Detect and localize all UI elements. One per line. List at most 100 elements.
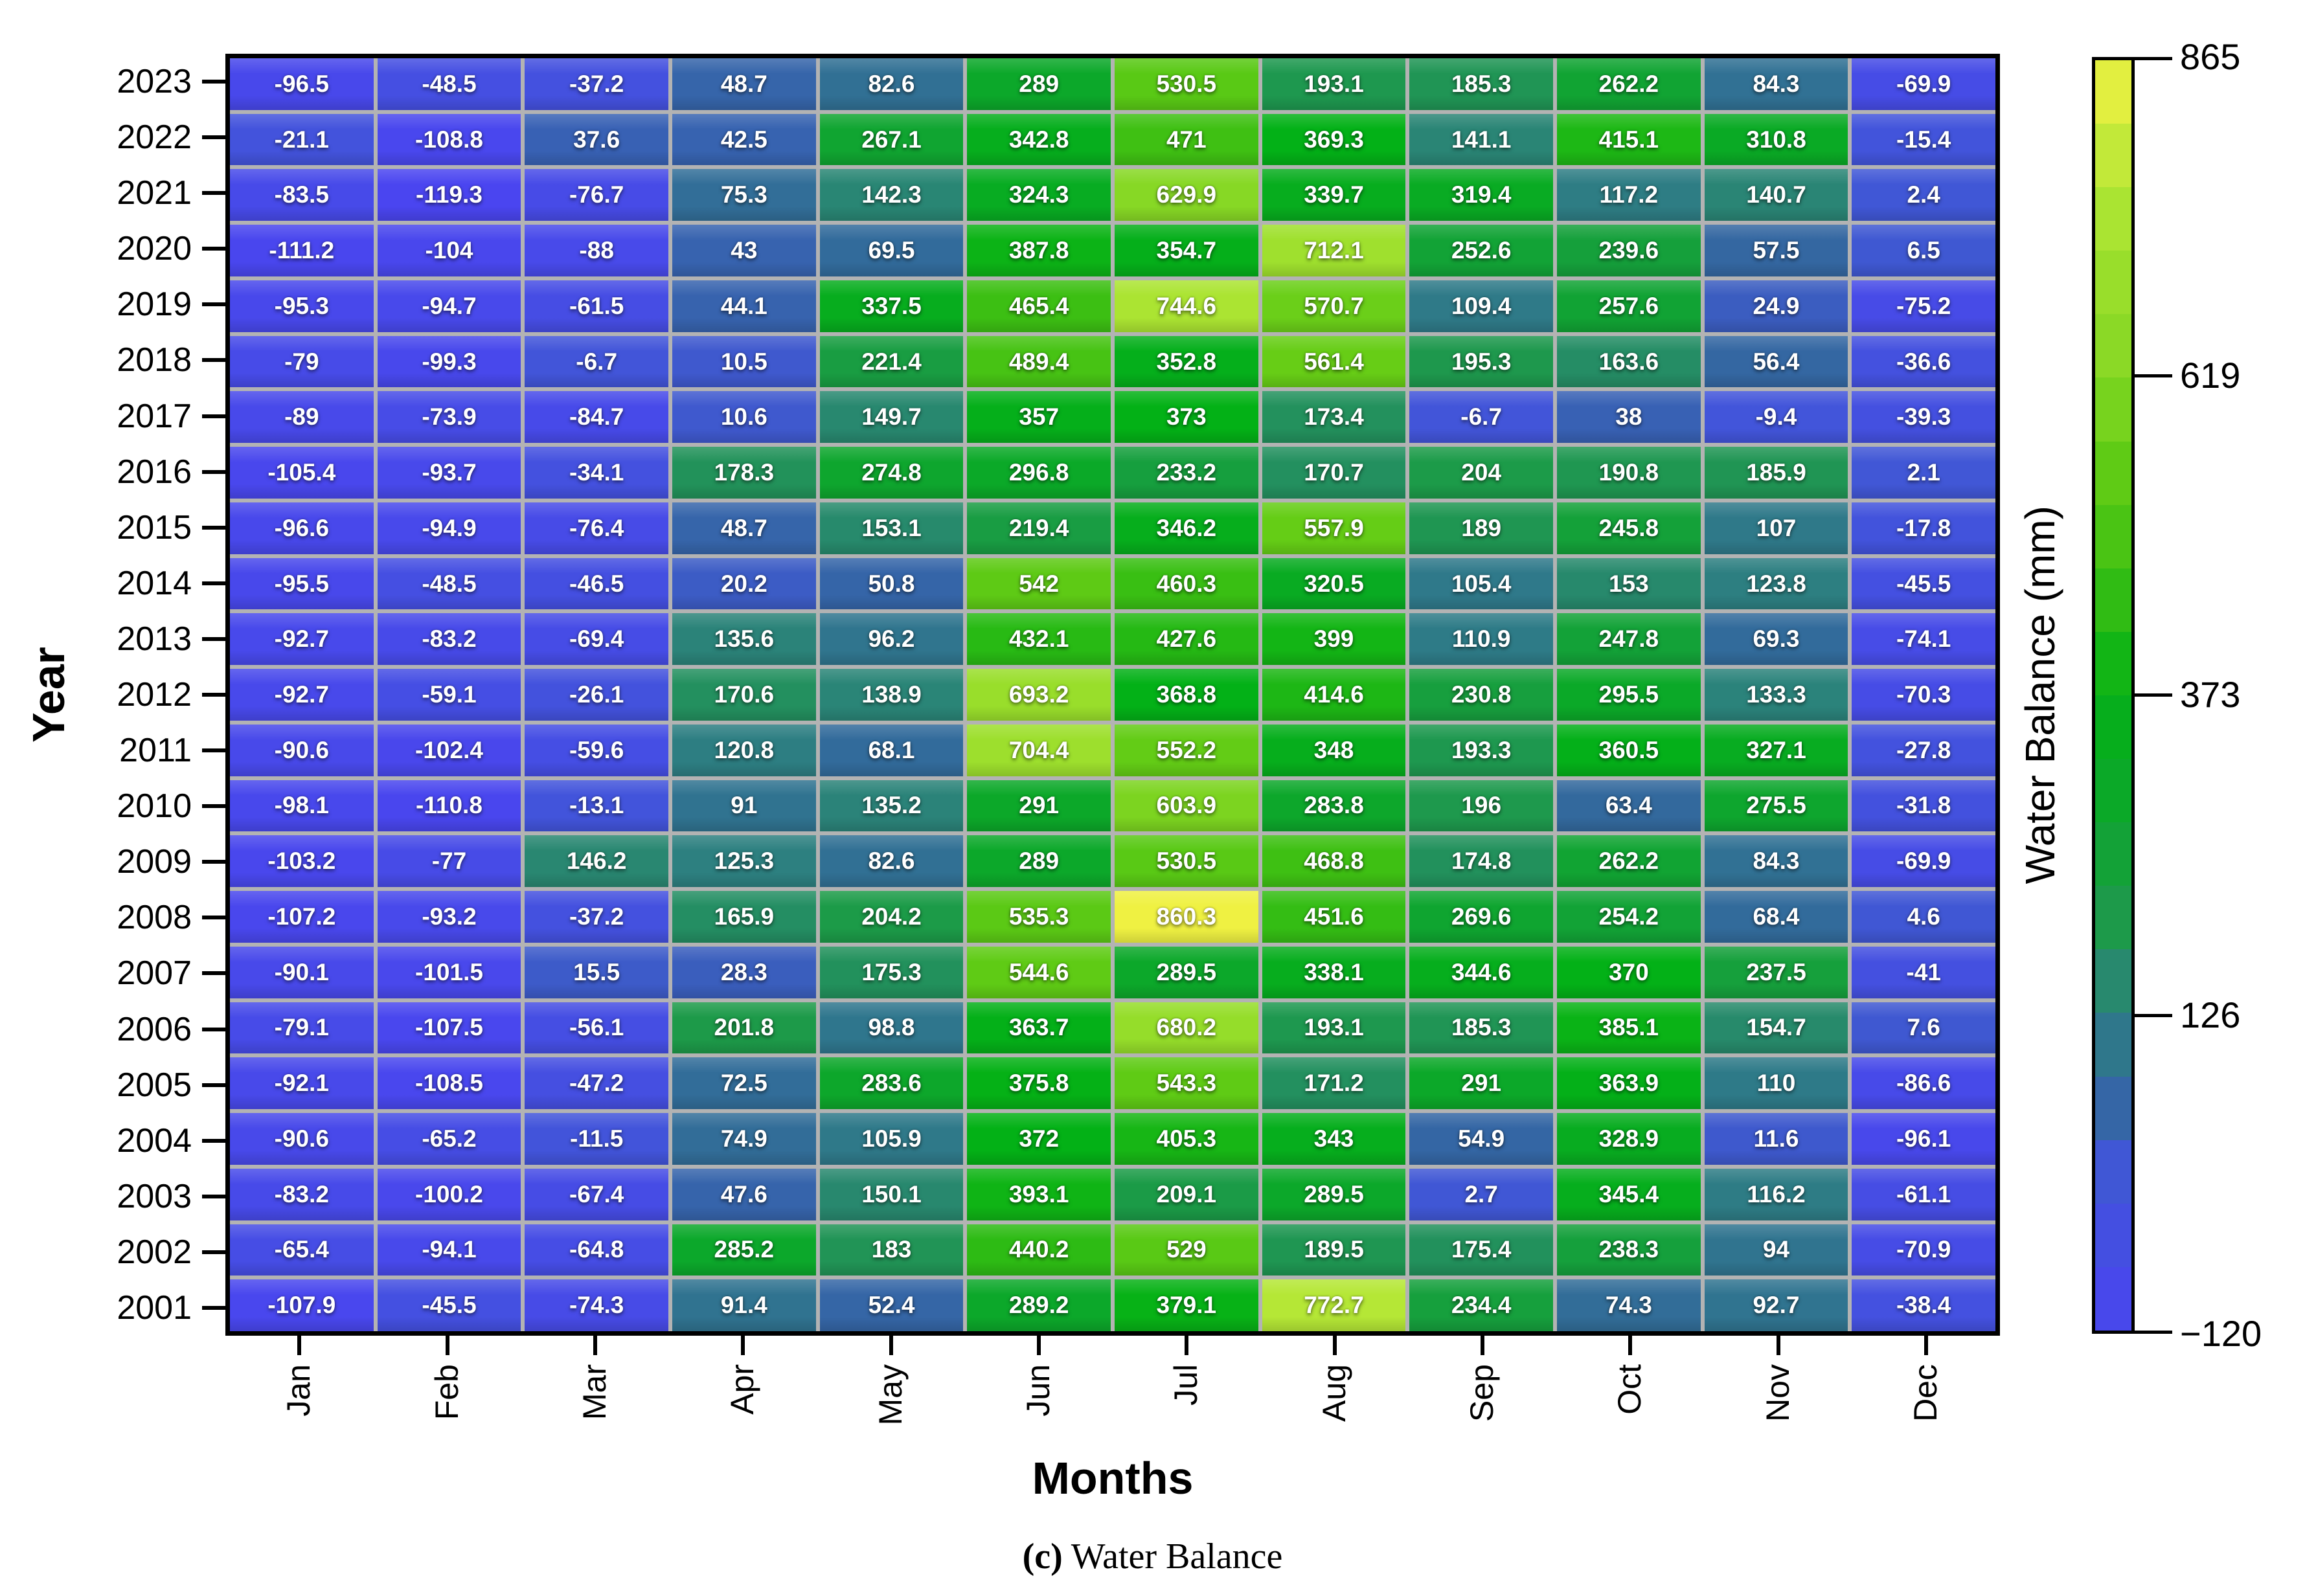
heatmap-cell: -70.9: [1852, 1224, 1995, 1276]
heatmap-cell: 221.4: [819, 335, 964, 388]
y-tick: [202, 916, 225, 920]
heatmap-cell-value: 339.7: [1304, 181, 1364, 208]
heatmap-cell: -38.4: [1852, 1279, 1995, 1331]
x-axis-title: Months: [1032, 1453, 1194, 1503]
heatmap-cell-value: 285.2: [714, 1236, 775, 1263]
y-tick-label: 2018: [117, 341, 192, 379]
heatmap-cell-value: -107.5: [415, 1014, 483, 1041]
heatmap-cell: 4.6: [1852, 891, 1995, 943]
heatmap-cell-value: -90.6: [274, 736, 329, 763]
colorbar-band: [2095, 695, 2131, 759]
heatmap-cell: -15.4: [1852, 113, 1995, 166]
heatmap-cell: 175.4: [1409, 1224, 1553, 1276]
heatmap-cell: -59.6: [525, 724, 668, 776]
heatmap-cell: -96.1: [1852, 1113, 1995, 1165]
heatmap-cell-value: 170.7: [1304, 459, 1364, 486]
heatmap-cell: 471: [1115, 113, 1258, 166]
heatmap-cell: -76.4: [525, 502, 668, 554]
heatmap-cell: 343: [1262, 1113, 1406, 1165]
y-tick-label: 2015: [117, 508, 192, 546]
heatmap-cell: 237.5: [1704, 946, 1848, 998]
y-tick-label: 2016: [117, 453, 192, 491]
heatmap-cell: 357: [967, 391, 1111, 444]
heatmap-cell: 43: [672, 225, 816, 276]
heatmap-cell: 262.2: [1557, 58, 1701, 110]
x-tick-label: Nov: [1759, 1364, 1796, 1422]
heatmap-cell-value: 289.5: [1304, 1180, 1364, 1208]
heatmap-cell: 183: [819, 1224, 964, 1276]
heatmap-cell-value: -90.1: [274, 958, 329, 985]
heatmap-cell-value: 196: [1461, 792, 1502, 819]
y-tick-label: 2010: [117, 787, 192, 826]
heatmap-cell-value: 10.5: [720, 348, 767, 375]
y-tick: [202, 804, 225, 809]
heatmap-cell: 440.2: [967, 1224, 1111, 1276]
heatmap-cell-value: 283.6: [861, 1070, 922, 1097]
heatmap-cell: 140.7: [1704, 169, 1848, 221]
heatmap-cell: -110.8: [377, 780, 521, 832]
colorbar-band: [2095, 251, 2131, 315]
heatmap-cell: 135.6: [672, 613, 816, 666]
heatmap-cell-value: 267.1: [861, 126, 922, 153]
heatmap-cell: -65.4: [230, 1224, 374, 1276]
heatmap-cell-value: 262.2: [1598, 70, 1659, 97]
heatmap-cell: 44.1: [672, 280, 816, 332]
heatmap-cell: -56.1: [525, 1002, 668, 1054]
heatmap-cell: -36.6: [1852, 335, 1995, 388]
heatmap-cell-value: -96.6: [274, 514, 329, 541]
y-tick-label: 2011: [119, 732, 192, 770]
heatmap-cell-value: -70.3: [1896, 680, 1951, 708]
heatmap-cell: 345.4: [1557, 1168, 1701, 1220]
heatmap-cell-value: 234.4: [1451, 1292, 1512, 1319]
heatmap-cell: 363.9: [1557, 1057, 1701, 1110]
heatmap-cell: -61.1: [1852, 1168, 1995, 1220]
heatmap-cell-value: -102.4: [415, 736, 483, 763]
heatmap-cell-value: 74.9: [720, 1125, 767, 1152]
heatmap-cell: 262.2: [1557, 835, 1701, 888]
colorbar-band: [2095, 759, 2131, 823]
heatmap-cell: 385.1: [1557, 1002, 1701, 1054]
heatmap-cell: 561.4: [1262, 335, 1406, 388]
heatmap-cell: 289.5: [1115, 946, 1258, 998]
heatmap-cell: 6.5: [1852, 225, 1995, 276]
heatmap-cell-value: -99.3: [422, 348, 477, 375]
heatmap-cell: 165.9: [672, 891, 816, 943]
heatmap-cell-value: 345.4: [1598, 1180, 1659, 1208]
x-tick-label: Jun: [1019, 1364, 1056, 1417]
heatmap-cell-value: -6.7: [1460, 403, 1503, 431]
heatmap-cell: 603.9: [1115, 780, 1258, 832]
heatmap-cell-value: 117.2: [1599, 181, 1659, 208]
heatmap-cell: 283.8: [1262, 780, 1406, 832]
heatmap-cell-value: 262.2: [1598, 848, 1659, 875]
heatmap-cell-value: -104: [425, 237, 473, 264]
heatmap-cell: 2.1: [1852, 447, 1995, 499]
heatmap-cell: 543.3: [1115, 1057, 1258, 1110]
heatmap-cell-value: -17.8: [1896, 514, 1951, 541]
y-tick: [202, 971, 225, 976]
heatmap-cell: 24.9: [1704, 280, 1848, 332]
heatmap-cell: 28.3: [672, 946, 816, 998]
heatmap-cell: 82.6: [819, 58, 964, 110]
heatmap-cell: 369.3: [1262, 113, 1406, 166]
heatmap-cell-value: -76.4: [569, 514, 624, 541]
heatmap-cell: 557.9: [1262, 502, 1406, 554]
heatmap-cell: 680.2: [1115, 1002, 1258, 1054]
heatmap-cell-value: 247.8: [1598, 625, 1659, 653]
heatmap-cell: 465.4: [967, 280, 1111, 332]
heatmap-cell: 109.4: [1409, 280, 1553, 332]
heatmap-cell: -105.4: [230, 447, 374, 499]
caption-text: Water Balance: [1062, 1536, 1283, 1577]
heatmap-cell-value: -95.5: [274, 570, 329, 597]
heatmap-cell-value: 52.4: [868, 1292, 915, 1319]
heatmap-cell: 91.4: [672, 1279, 816, 1331]
heatmap-cell-value: 110.9: [1451, 625, 1511, 653]
heatmap-cell-value: -94.1: [422, 1236, 477, 1263]
y-tick: [202, 693, 225, 697]
heatmap-cell-value: -77: [431, 848, 467, 875]
colorbar-tick: [2135, 57, 2172, 60]
heatmap-cell: 489.4: [967, 335, 1111, 388]
heatmap-cell: 2.7: [1409, 1168, 1553, 1220]
colorbar-band: [2095, 1076, 2131, 1140]
x-tick: [445, 1336, 449, 1355]
heatmap-cell: -17.8: [1852, 502, 1995, 554]
